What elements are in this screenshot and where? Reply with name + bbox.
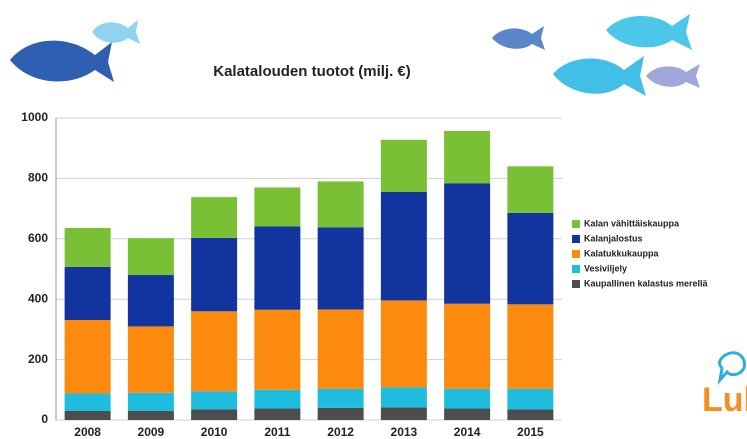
bar-segment	[507, 304, 553, 389]
bar-segment	[444, 304, 490, 389]
y-tick-label: 200	[28, 352, 48, 366]
bar-segment	[381, 140, 427, 192]
bar-segment	[444, 389, 490, 409]
legend-label: Vesiviljely	[584, 263, 627, 273]
bar-segment	[507, 409, 553, 420]
bar-segment	[381, 387, 427, 407]
fish-decoration	[10, 14, 700, 96]
logo-icon	[720, 353, 745, 380]
bar-segment	[381, 407, 427, 420]
y-tick-label: 0	[41, 412, 48, 426]
bar-segment	[318, 309, 364, 388]
bar-segment	[507, 166, 553, 213]
bar-segment	[191, 409, 237, 420]
bar-segment	[65, 228, 111, 267]
bar-segment	[128, 275, 174, 326]
bar-segment	[254, 409, 300, 420]
bar-segment	[254, 310, 300, 390]
bar-segment	[507, 213, 553, 305]
bar-segment	[318, 408, 364, 420]
bar-segment	[191, 391, 237, 409]
bar-segment	[191, 238, 237, 311]
bar-segment	[191, 311, 237, 391]
x-tick-label: 2013	[391, 425, 418, 439]
x-tick-label: 2008	[74, 425, 101, 439]
bar-segment	[65, 320, 111, 393]
legend-label: Kalan vähittäiskauppa	[584, 218, 680, 228]
bar-segment	[507, 389, 553, 410]
bar-segment	[128, 393, 174, 411]
bar-segment	[444, 131, 490, 183]
x-tick-label: 2012	[327, 425, 354, 439]
bar-segment	[444, 409, 490, 420]
y-tick-label: 800	[28, 171, 48, 185]
x-tick-label: 2014	[454, 425, 481, 439]
bar-segment	[381, 300, 427, 387]
legend-label: Kaupallinen kalastus merellä	[584, 278, 709, 288]
bar-segment	[65, 411, 111, 420]
legend-swatch	[572, 235, 580, 243]
x-tick-label: 2009	[138, 425, 165, 439]
bar-segment	[318, 389, 364, 408]
bar-segment	[318, 227, 364, 309]
bar-segment	[318, 181, 364, 227]
x-tick-label: 2011	[264, 425, 290, 439]
logo-text: Luke	[702, 381, 747, 419]
bar-segment	[254, 187, 300, 226]
bar-segment	[128, 326, 174, 392]
bar-segment	[65, 393, 111, 411]
legend-label: Kalanjalostus	[584, 233, 643, 243]
chart: Kalatalouden tuotot (milj. €) Luke 0 200 4…	[0, 0, 747, 439]
bar-segment	[444, 183, 490, 303]
bar-segment	[254, 390, 300, 409]
legend-swatch	[572, 280, 580, 288]
chart-title: Kalatalouden tuotot (milj. €)	[213, 63, 411, 80]
bar-segment	[254, 226, 300, 309]
bar-segment	[381, 192, 427, 300]
legend-swatch	[572, 250, 580, 258]
bar-segment	[191, 197, 237, 238]
x-tick-label: 2015	[517, 425, 544, 439]
legend-swatch	[572, 265, 580, 273]
legend-label: Kalatukkukauppa	[584, 248, 660, 258]
legend-swatch	[572, 220, 580, 228]
y-tick-label: 1000	[21, 110, 48, 124]
y-tick-label: 600	[28, 231, 48, 245]
bar-segment	[128, 238, 174, 275]
x-tick-label: 2010	[201, 425, 228, 439]
bar-segment	[65, 267, 111, 320]
bar-segment	[128, 411, 174, 420]
y-tick-label: 400	[28, 291, 48, 305]
